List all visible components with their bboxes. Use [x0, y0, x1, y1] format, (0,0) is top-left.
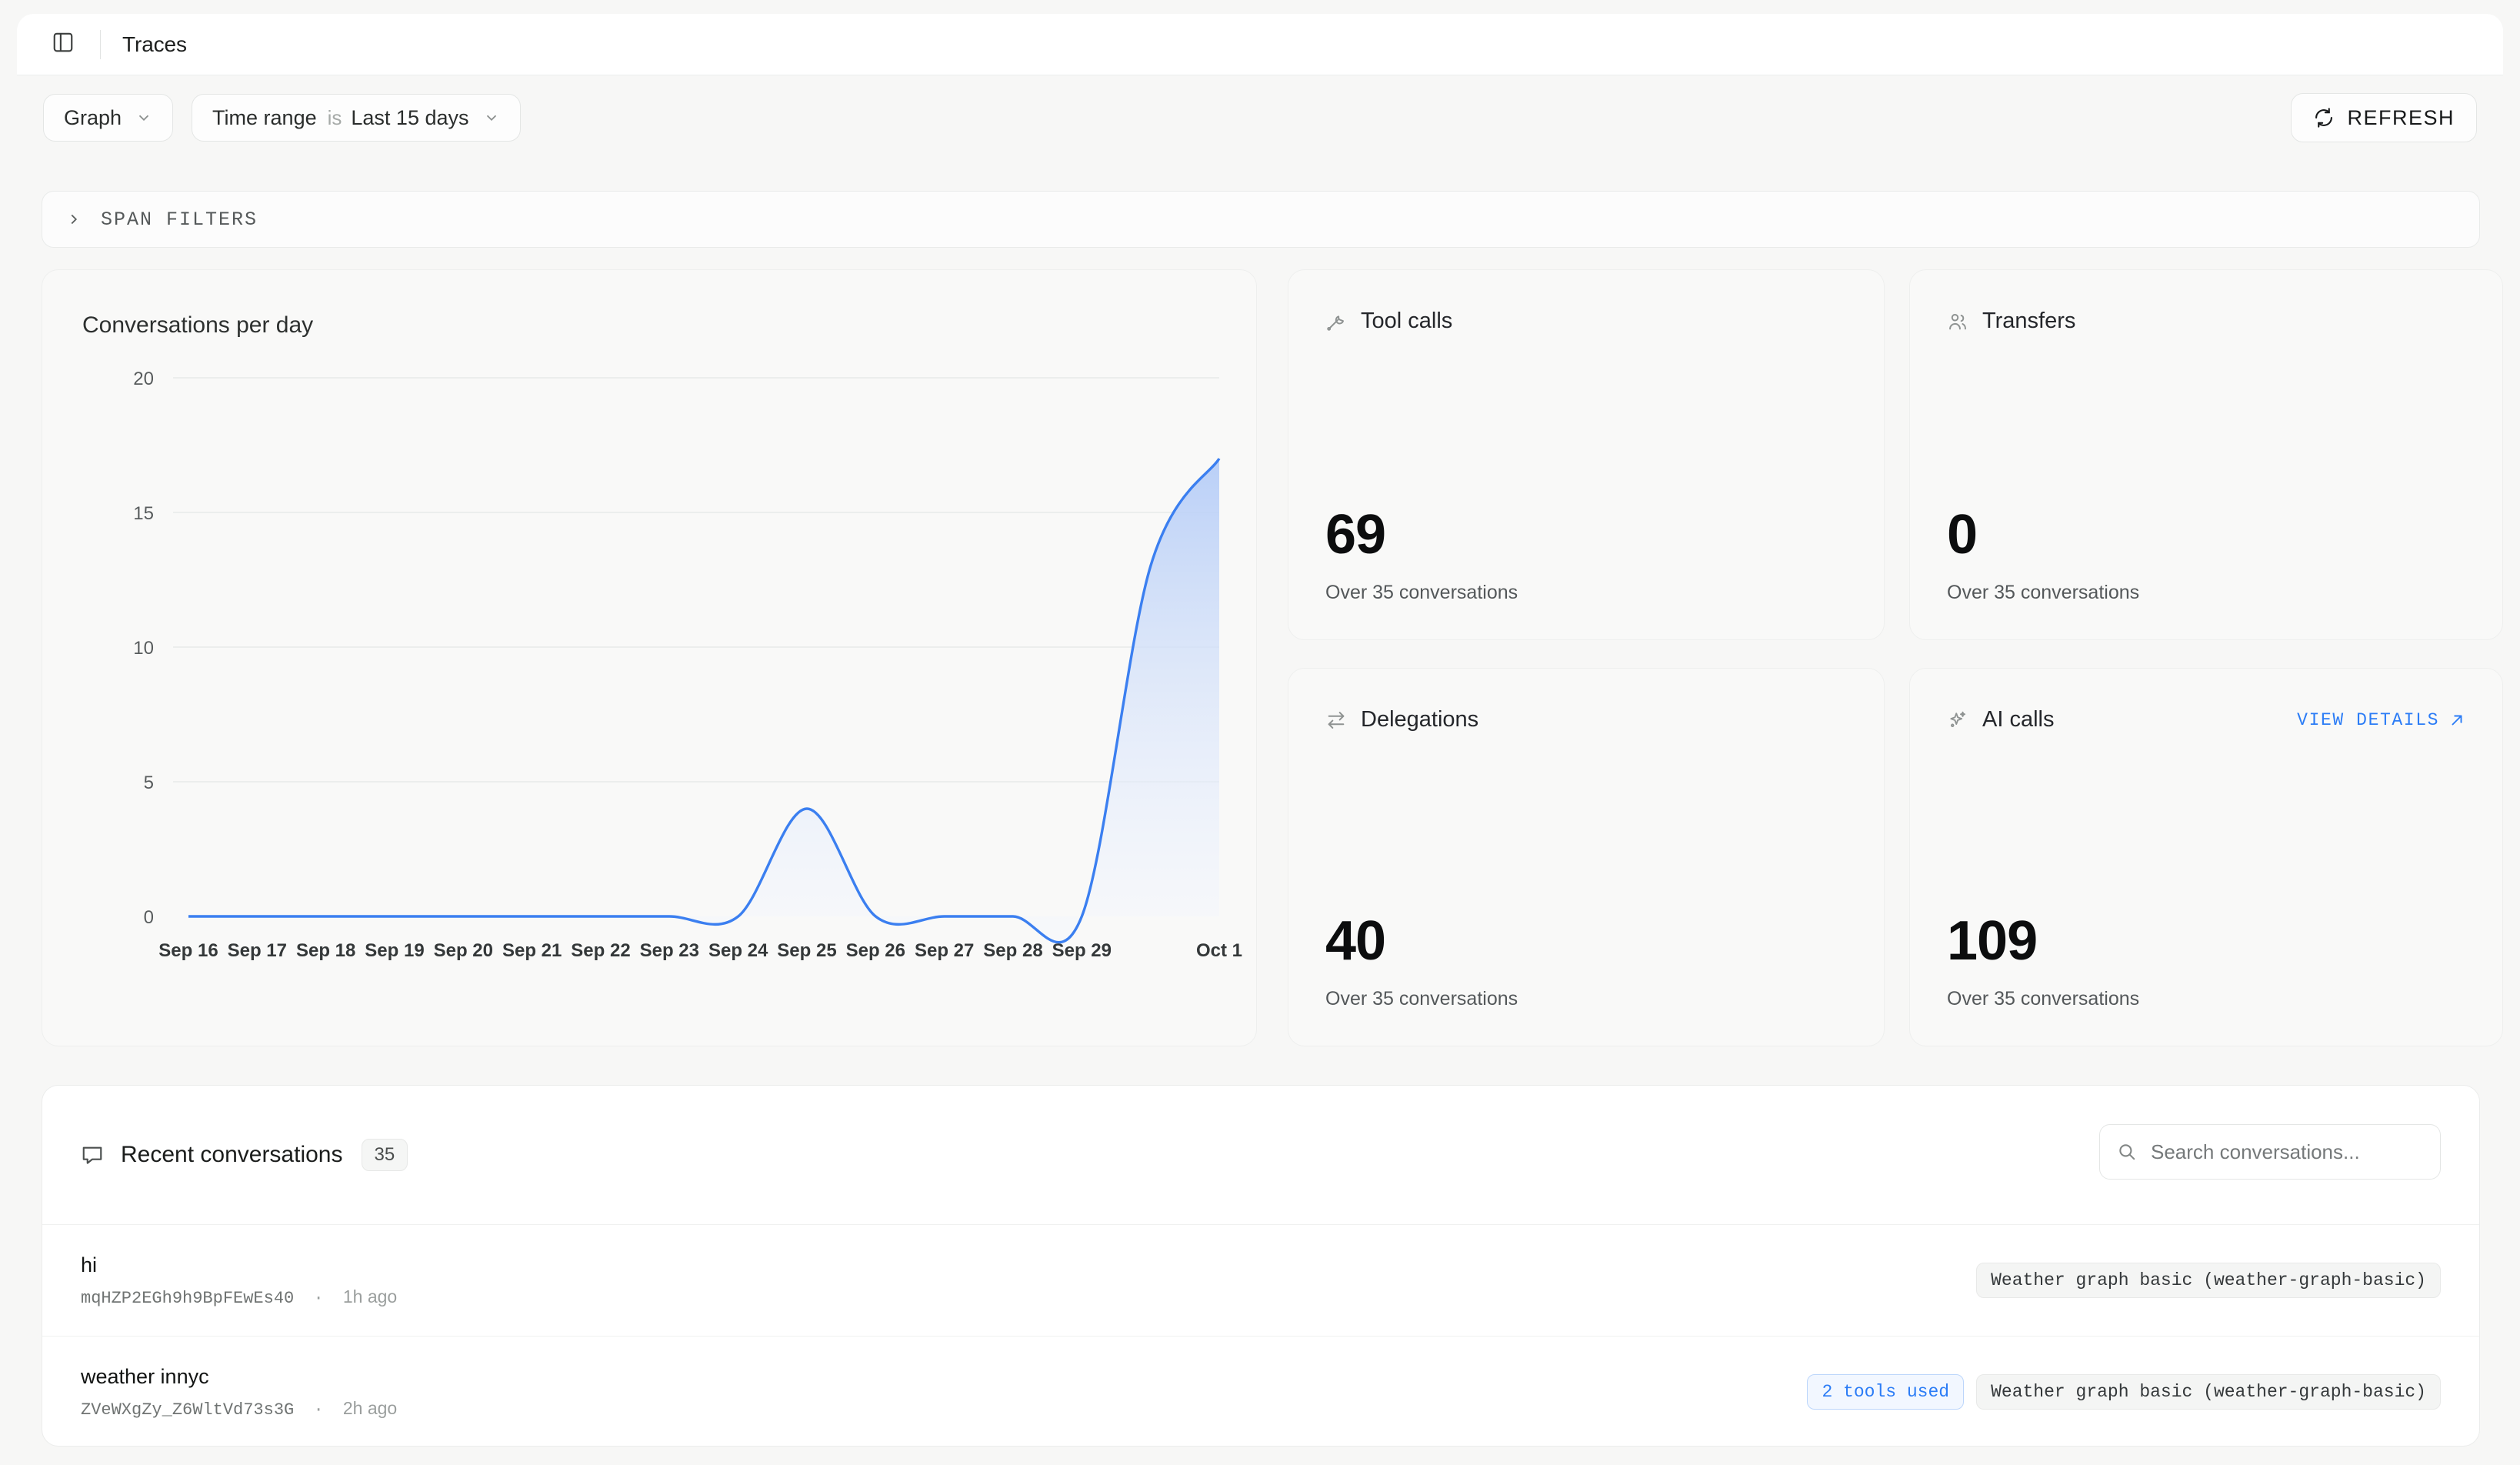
stat-card-label: Transfers [1982, 309, 2076, 333]
stat-card-value: 40 [1325, 910, 1386, 972]
conversation-tags: 2 tools used Weather graph basic (weathe… [1807, 1374, 2441, 1410]
page-title: Traces [122, 32, 187, 56]
stat-card-tool-calls: Tool calls 69 Over 35 conversations [1288, 269, 1885, 640]
conversations-per-day-card: Conversations per day 0 5 10 15 20 Sep 16 Sep … [42, 269, 1257, 1046]
wrench-icon [1325, 311, 1347, 332]
svg-text:Sep 23: Sep 23 [640, 940, 699, 961]
view-details-label: VIEW DETAILS [2297, 709, 2439, 730]
agent-tag: Weather graph basic (weather-graph-basic… [1976, 1263, 2441, 1298]
time-range-label: Time range [212, 105, 317, 129]
stat-card-value: 0 [1947, 504, 1978, 566]
refresh-button[interactable]: REFRESH [2291, 93, 2477, 142]
svg-text:5: 5 [144, 773, 154, 793]
refresh-icon [2313, 107, 2335, 128]
stat-card-label: Delegations [1361, 707, 1479, 732]
stat-card-header: Transfers [1947, 309, 2465, 334]
svg-text:Sep 28: Sep 28 [983, 940, 1042, 961]
chevron-right-icon [65, 211, 82, 228]
conversation-id: mqHZP2EGh9h9BpFEwEs40 [81, 1288, 295, 1308]
search-conversations-input[interactable] [2151, 1140, 2423, 1164]
span-filters-accordion[interactable]: SPAN FILTERS [42, 191, 2480, 248]
recent-conversations-header: Recent conversations 35 [42, 1086, 2479, 1224]
stat-card-value: 109 [1947, 910, 2038, 972]
svg-text:Sep 16: Sep 16 [158, 940, 218, 961]
top-bar: Traces [17, 14, 2503, 75]
stat-card-ai-calls: AI calls VIEW DETAILS 109 Over 35 conver… [1909, 668, 2503, 1046]
stat-card-transfers: Transfers 0 Over 35 conversations [1909, 269, 2503, 640]
users-icon [1947, 311, 1968, 332]
recent-conversations-title: Recent conversations [121, 1142, 343, 1167]
search-conversations-box[interactable] [2099, 1124, 2441, 1180]
conversation-tags: Weather graph basic (weather-graph-basic… [1976, 1263, 2441, 1298]
conversation-title: weather innyc [81, 1364, 209, 1388]
svg-text:0: 0 [144, 907, 154, 928]
svg-text:Sep 17: Sep 17 [228, 940, 287, 961]
svg-text:Oct 1: Oct 1 [1196, 940, 1242, 961]
view-details-link[interactable]: VIEW DETAILS [2297, 710, 2465, 730]
search-icon [2117, 1142, 2137, 1162]
refresh-button-label: REFRESH [2347, 105, 2455, 129]
arrow-up-right-icon [2448, 712, 2465, 729]
stat-card-subtitle: Over 35 conversations [1325, 988, 1518, 1009]
header-divider [100, 29, 101, 59]
conversation-meta: ZVeWXgZy_Z6WltVd73s3G · 2h ago [81, 1398, 397, 1420]
svg-text:Sep 21: Sep 21 [502, 940, 562, 961]
stat-card-delegations: Delegations 40 Over 35 conversations [1288, 668, 1885, 1046]
stat-card-subtitle: Over 35 conversations [1947, 988, 2140, 1009]
svg-text:Sep 26: Sep 26 [846, 940, 905, 961]
conversation-title: hi [81, 1253, 98, 1276]
chevron-down-icon [135, 109, 152, 126]
recent-conversations-panel: Recent conversations 35 hi mqHZP2EGh9h9B… [42, 1085, 2480, 1447]
svg-text:Sep 29: Sep 29 [1052, 940, 1112, 961]
meta-separator: · [313, 1400, 324, 1420]
graph-dropdown[interactable]: Graph [43, 94, 174, 142]
stat-card-value: 69 [1325, 504, 1386, 566]
stat-card-header: Delegations [1325, 707, 1847, 732]
chart-title: Conversations per day [82, 312, 314, 338]
recent-conversations-count: 35 [361, 1139, 408, 1171]
stat-card-header: Tool calls [1325, 309, 1847, 334]
stat-card-header: AI calls VIEW DETAILS [1947, 707, 2465, 732]
svg-text:Sep 24: Sep 24 [708, 940, 768, 961]
sidebar-toggle-button[interactable] [43, 25, 83, 65]
time-range-operator: is [327, 105, 342, 129]
conversation-timestamp: 2h ago [342, 1397, 398, 1418]
conversations-per-day-chart: 0 5 10 15 20 Sep 16 Sep 17 Sep 18 Sep 19 Sep 20 Se… [42, 362, 1256, 1046]
svg-text:Sep 27: Sep 27 [915, 940, 974, 961]
svg-text:Sep 20: Sep 20 [434, 940, 493, 961]
stat-card-subtitle: Over 35 conversations [1325, 582, 1518, 603]
svg-text:15: 15 [133, 503, 154, 524]
svg-text:10: 10 [133, 638, 154, 659]
svg-text:Sep 19: Sep 19 [365, 940, 424, 961]
svg-text:20: 20 [133, 369, 154, 389]
time-range-value: Last 15 days [351, 105, 469, 129]
conversation-timestamp: 1h ago [342, 1286, 398, 1306]
sparkle-icon [1947, 709, 1968, 731]
stat-card-label: AI calls [1982, 707, 2055, 732]
svg-text:Sep 22: Sep 22 [571, 940, 630, 961]
span-filters-label: SPAN FILTERS [101, 208, 258, 231]
meta-separator: · [313, 1288, 324, 1308]
chevron-down-icon [483, 109, 500, 126]
conversation-row[interactable]: weather innyc ZVeWXgZy_Z6WltVd73s3G · 2h… [42, 1336, 2479, 1446]
conversation-id: ZVeWXgZy_Z6WltVd73s3G [81, 1400, 295, 1420]
panel-left-icon [52, 31, 75, 58]
conversation-row[interactable]: hi mqHZP2EGh9h9BpFEwEs40 · 1h ago Weathe… [42, 1224, 2479, 1336]
tools-used-tag: 2 tools used [1807, 1374, 1965, 1410]
swap-icon [1325, 709, 1347, 731]
agent-tag: Weather graph basic (weather-graph-basic… [1976, 1374, 2441, 1410]
filter-bar: Graph Time range is Last 15 days [17, 75, 2503, 160]
svg-text:Sep 25: Sep 25 [777, 940, 836, 961]
graph-dropdown-label: Graph [64, 105, 122, 129]
time-range-dropdown[interactable]: Time range is Last 15 days [192, 94, 521, 142]
conversation-meta: mqHZP2EGh9h9BpFEwEs40 · 1h ago [81, 1286, 397, 1308]
svg-text:Sep 18: Sep 18 [296, 940, 355, 961]
stat-card-label: Tool calls [1361, 309, 1453, 333]
stat-card-subtitle: Over 35 conversations [1947, 582, 2140, 603]
conversation-info: weather innyc ZVeWXgZy_Z6WltVd73s3G · 2h… [81, 1365, 397, 1420]
chat-bubble-icon [81, 1143, 104, 1166]
conversation-info: hi mqHZP2EGh9h9BpFEwEs40 · 1h ago [81, 1253, 397, 1308]
